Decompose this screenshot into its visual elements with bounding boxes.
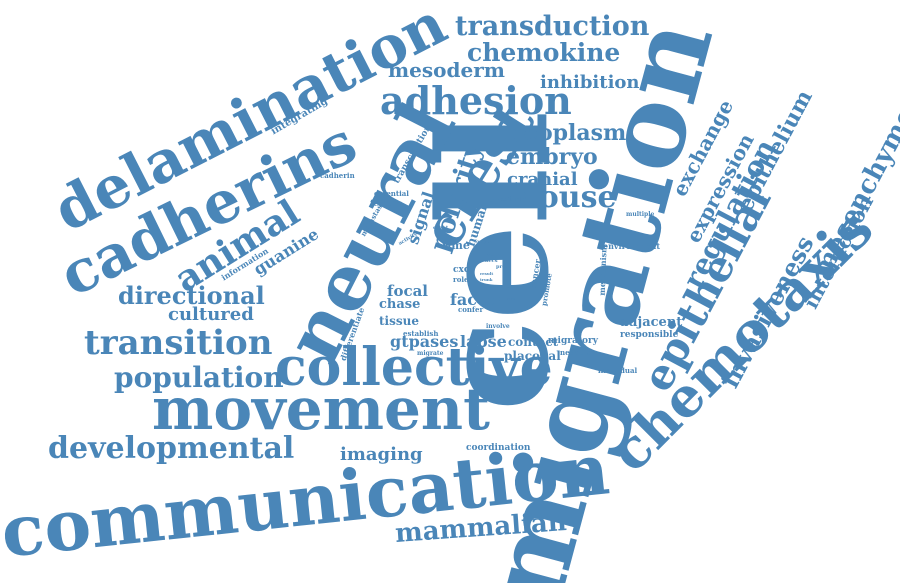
word-trunk: trunk — [480, 278, 493, 282]
word-recent: recent — [506, 286, 520, 290]
word-lapse: lapse — [460, 334, 507, 350]
word-chase: chase — [379, 298, 420, 311]
word-developmental: developmental — [48, 434, 294, 464]
word-embryo: embryo — [506, 146, 598, 168]
word-responsible: responsible — [620, 331, 678, 340]
word-transition: transition — [84, 326, 272, 360]
word-time: time — [442, 240, 470, 251]
word-establish: establish — [403, 330, 438, 337]
word-level: level — [506, 297, 516, 301]
word-role: role — [453, 276, 468, 283]
word-adjacent: adjacent — [620, 316, 682, 329]
word-imaging: imaging — [340, 446, 423, 464]
word-tissue: tissue — [379, 315, 419, 327]
word-organ: organ — [476, 240, 492, 245]
word-external: external — [501, 197, 529, 203]
word-placodal: placodal — [504, 350, 561, 362]
word-neoplasm: neoplasm — [508, 122, 626, 144]
word-inhibition: inhibition — [540, 74, 640, 92]
word-involve: involve — [486, 324, 510, 330]
word-environment: environment — [603, 242, 660, 250]
word-proc: proc — [496, 265, 509, 270]
word-coordination: coordination — [466, 444, 530, 453]
word-population: population — [114, 364, 284, 392]
word-confer: confer — [458, 306, 483, 313]
word-cultured: cultured — [168, 306, 254, 324]
word-transduction: transduction — [455, 13, 649, 40]
word-migratory: migratory — [548, 337, 598, 346]
word-multiple: multiple — [626, 212, 654, 218]
word-event: event — [433, 226, 448, 231]
word-individual: individual — [598, 367, 637, 374]
word-mechanism: mechanism — [598, 244, 608, 295]
word-negative: negative — [560, 349, 593, 356]
word-cxcl: cxcl — [453, 266, 473, 275]
word-cadherin: cadherin — [320, 172, 355, 179]
word-result: result — [480, 272, 493, 276]
word-mesoderm: mesoderm — [388, 60, 505, 80]
word-migrate: migrate — [417, 351, 443, 357]
